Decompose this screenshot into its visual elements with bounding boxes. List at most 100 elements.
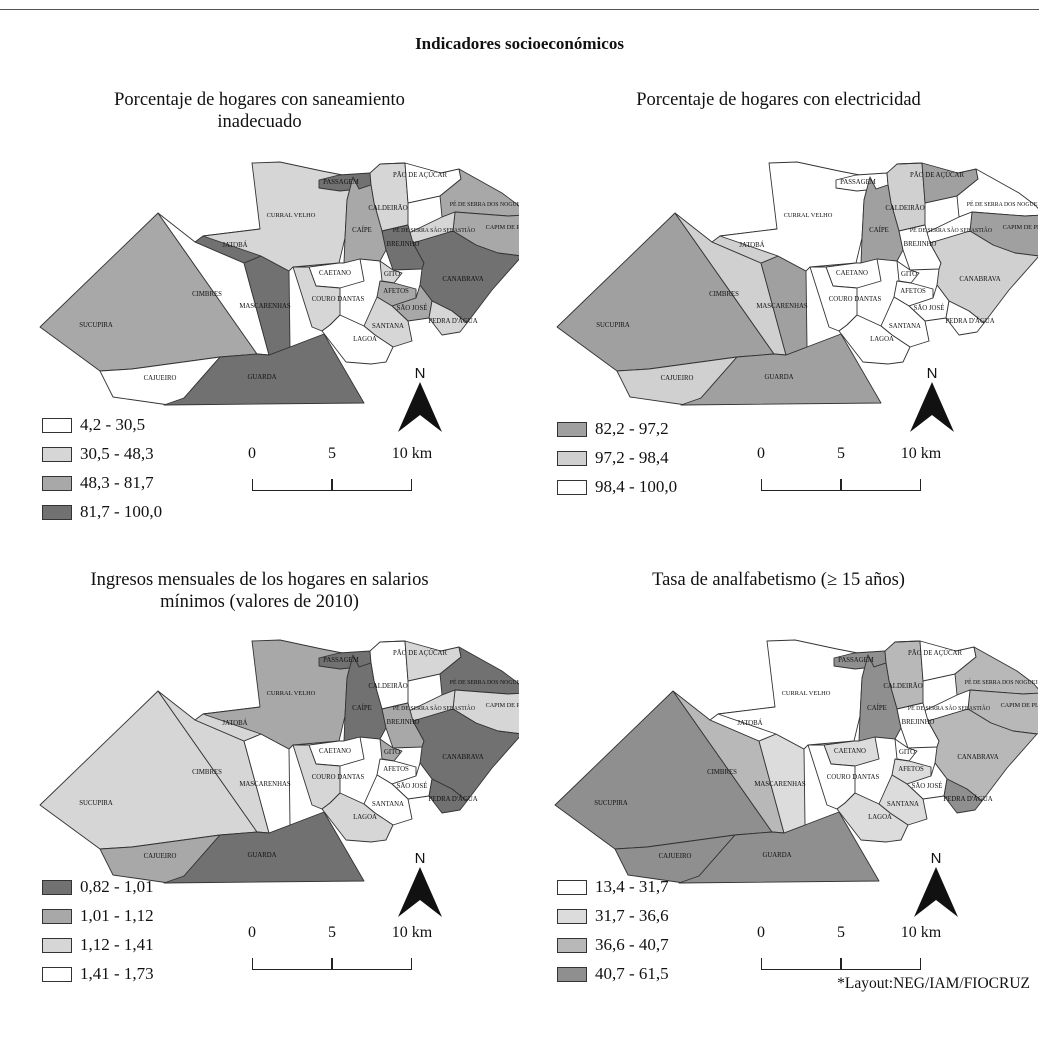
legend-swatch [557, 451, 587, 466]
region-label-caetano: CAETANO [836, 270, 868, 277]
region-pedra-dagua [428, 300, 468, 336]
north-arrow-icon [910, 382, 954, 432]
region-label-cimbres: CIMBRES [192, 769, 222, 776]
region-label-cajueiro: CAJUEIRO [659, 853, 692, 860]
north-arrow: N [911, 850, 961, 920]
legend-swatch [557, 967, 587, 982]
north-arrow: N [395, 365, 445, 435]
legend-swatch [42, 447, 72, 462]
legend-swatch [557, 938, 587, 953]
legend-label: 48,3 - 81,7 [80, 473, 154, 492]
legend-swatch [42, 418, 72, 433]
scale-bar: 0 5 10 km [757, 924, 941, 984]
scale-label-l2: 10 km [391, 445, 433, 462]
region-label-canabrava: CANABRAVA [442, 276, 483, 283]
scale-label-l0: 0 [757, 924, 765, 941]
region-label-canabrava: CANABRAVA [442, 754, 483, 761]
scale-label-l1: 5 [328, 924, 336, 941]
panel-title: Tasa de analfabetismo (≥ 15 años) [519, 569, 1038, 591]
legend-label: 31,7 - 36,6 [595, 906, 669, 925]
region-gito [379, 738, 403, 762]
scale-label-l0: 0 [757, 445, 765, 462]
scale-bar: 0 5 10 km [757, 445, 941, 505]
north-arrow-label: N [926, 365, 938, 382]
region-label-curral-velho: CURRAL VELHO [784, 212, 833, 219]
region-label-caldeirao: CALDEIRÃO [368, 204, 407, 212]
legend-label: 1,01 - 1,12 [80, 906, 154, 925]
region-label-capim-de-planta: CAPIM DE PLANTA [486, 702, 519, 709]
north-arrow-icon [398, 382, 442, 432]
region-label-afetos: AFETOS [383, 766, 409, 773]
region-label-sucupira: SUCUPIRA [79, 322, 113, 329]
region-label-passagem: PASSAGEM [840, 179, 876, 186]
region-label-couro-dantas: COURO DANTAS [312, 774, 365, 781]
region-label-canabrava: CANABRAVA [959, 276, 1000, 283]
region-label-pao-de-acucar: PÃO DE AÇÚCAR [910, 171, 964, 179]
region-label-couro-dantas: COURO DANTAS [827, 774, 880, 781]
scale-label-l2: 10 km [900, 445, 942, 462]
scale-label-l1: 5 [328, 445, 336, 462]
panel-ingresos: Ingresos mensuales de los hogares en sal… [0, 570, 519, 1045]
region-label-gito: GITO [384, 749, 400, 756]
panel-title-line1: Tasa de analfabetismo (≥ 15 años) [652, 570, 905, 590]
region-label-pe-serra-sebastiao: PÉ DE SERRA SÃO SEBASTIÃO [908, 704, 990, 712]
region-label-caldeirao: CALDEIRÃO [883, 682, 922, 690]
north-arrow-icon [398, 867, 442, 917]
panel-title: Ingresos mensuales de los hogares en sal… [0, 569, 519, 613]
north-arrow: N [907, 365, 957, 435]
region-label-brejinho: BREJINHO [902, 719, 935, 726]
region-label-pedra-dagua: PEDRA D'ÁGUA [428, 795, 477, 803]
region-label-lagoa: LAGOA [870, 336, 894, 343]
region-label-caldeirao: CALDEIRÃO [885, 204, 924, 212]
main-title: Indicadores socioeconómicos [415, 34, 624, 53]
region-label-pe-serra-nogueira: PÉ DE SERRA DOS NOGUEIRA [450, 678, 519, 686]
region-label-guarda: GUARDA [764, 374, 793, 381]
north-arrow-label: N [930, 850, 942, 867]
region-label-couro-dantas: COURO DANTAS [829, 296, 882, 303]
region-label-gito: GITO [901, 271, 917, 278]
region-label-pe-serra-nogueira: PÉ DE SERRA DOS NOGUEIRA [450, 200, 519, 208]
panel-title-line2: inadecuado [217, 112, 302, 132]
legend-label: 98,4 - 100,0 [595, 477, 678, 496]
north-arrow: N [395, 850, 445, 920]
legend-swatch [42, 476, 72, 491]
panel-title: Porcentaje de hogares con electricidad [519, 89, 1038, 111]
region-label-santana: SANTANA [372, 801, 404, 808]
region-label-canabrava: CANABRAVA [957, 754, 998, 761]
region-label-santana: SANTANA [372, 323, 404, 330]
panel-title-line2: mínimos (valores de 2010) [160, 592, 359, 612]
legend-label: 81,7 - 100,0 [80, 502, 163, 521]
region-label-pe-serra-sebastiao: PÉ DE SERRA SÃO SEBASTIÃO [393, 226, 475, 234]
region-label-curral-velho: CURRAL VELHO [782, 690, 831, 697]
scale-bar-mid-tick [331, 479, 333, 491]
scale-label-l0: 0 [248, 445, 256, 462]
region-label-lagoa: LAGOA [868, 814, 892, 821]
legend-label: 82,2 - 97,2 [595, 419, 669, 438]
region-label-sao-jose: SÃO JOSÉ [912, 782, 943, 790]
region-label-cajueiro: CAJUEIRO [144, 375, 177, 382]
region-label-sao-jose: SÃO JOSÉ [397, 304, 428, 312]
region-lagoa [321, 314, 394, 365]
scale-label-l2: 10 km [391, 924, 433, 941]
panel-electricidad: Porcentaje de hogares con electricidad SU… [519, 90, 1038, 565]
region-label-pao-de-acucar: PÃO DE AÇÚCAR [908, 649, 962, 657]
region-label-gito: GITO [899, 749, 915, 756]
region-label-mascarenhas: MASCARENHAS [239, 781, 291, 788]
region-label-brejinho: BREJINHO [387, 719, 420, 726]
region-label-cajueiro: CAJUEIRO [661, 375, 694, 382]
panel-analfabetismo: Tasa de analfabetismo (≥ 15 años) SUCUPIR… [519, 570, 1038, 1045]
legend-swatch [42, 880, 72, 895]
region-label-brejinho: BREJINHO [387, 241, 420, 248]
region-label-curral-velho: CURRAL VELHO [267, 690, 316, 697]
region-label-caetano: CAETANO [834, 748, 866, 755]
choropleth-map: SUCUPIRA CIMBRES CAJUEIRO GUARDA MASCARENHAS… [39, 161, 519, 406]
region-label-pao-de-acucar: PÃO DE AÇÚCAR [393, 171, 447, 179]
region-label-pe-serra-nogueira: PÉ DE SERRA DOS NOGUEIRA [965, 678, 1038, 686]
region-label-mascarenhas: MASCARENHAS [239, 303, 291, 310]
scale-bar-mid-tick [331, 958, 333, 970]
region-label-gito: GITO [384, 271, 400, 278]
region-label-afetos: AFETOS [900, 288, 926, 295]
region-label-caldeirao: CALDEIRÃO [368, 682, 407, 690]
panel-title-line1: Porcentaje de hogares con saneamiento [114, 90, 405, 110]
region-pedra-dagua [943, 778, 983, 814]
